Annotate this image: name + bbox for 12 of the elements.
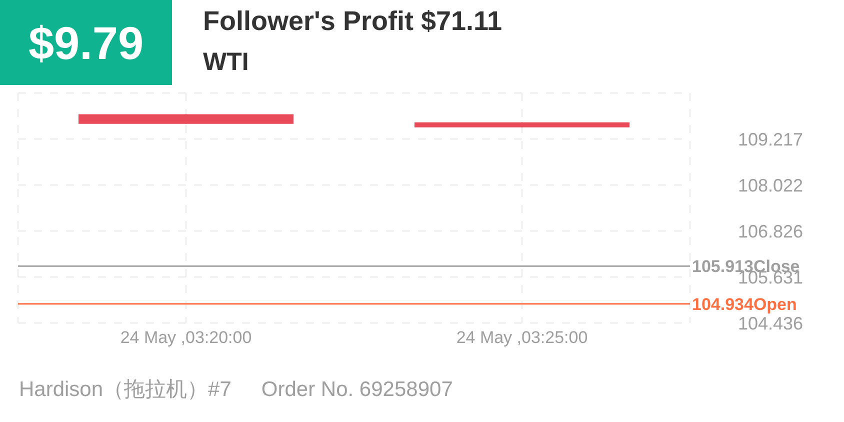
y-tick-label: 108.022 [738, 175, 804, 196]
text: Hardison（拖拉机）#7 [19, 378, 232, 401]
y-tick-label: 104.436 [738, 313, 804, 334]
y-tick-label: 109.217 [738, 129, 804, 150]
chart-title: Follower's Profit $71.11 [203, 6, 502, 37]
x-tick-label: 24 May ,03:20:00 [120, 328, 252, 348]
y-tick-label: 106.826 [738, 221, 804, 242]
text: $9.79 [0, 0, 172, 85]
x-tick-label: 24 May ,03:25:00 [456, 328, 588, 348]
chart-subtitle: WTI [203, 48, 249, 77]
text: Order No. 69258907 [261, 378, 453, 401]
ref-line-label: 104.934Open [692, 294, 797, 314]
